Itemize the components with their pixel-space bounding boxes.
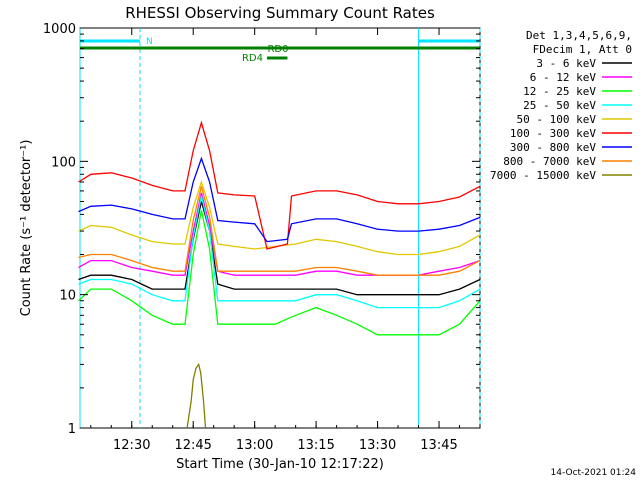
x-tick-label: 13:45 (420, 438, 457, 453)
legend-label: 12 - 25 keV (523, 85, 596, 98)
series-line-100-300-kev (78, 120, 481, 250)
legend-label: 25 - 50 keV (523, 99, 596, 112)
x-tick-label: 12:45 (174, 438, 211, 453)
series-line-50-100-kev (78, 179, 481, 256)
legend-label: 6 - 12 keV (530, 71, 597, 84)
axes-layer: 12:30 12:45 13:00 13:15 13:30 13:45 1 10 100 1000 (43, 22, 481, 453)
series-line-800-7000-kev (78, 186, 481, 276)
chart-title: RHESSI Observing Summary Count Rates (125, 4, 435, 22)
series-line-7000-15000-kev (186, 362, 207, 429)
y-axis-label: Count Rate (s⁻¹ detector⁻¹) (19, 140, 34, 317)
legend-label: 300 - 800 keV (510, 141, 596, 154)
legend-header-line: Det 1,3,4,5,6,9, (526, 29, 632, 42)
y-tick-label: 1 (68, 422, 76, 437)
orbit-annotations: N RD0 RD4 (79, 28, 481, 428)
rd4-label: RD4 (242, 53, 263, 64)
series-line-12-25-kev (78, 210, 481, 336)
series-line-25-50-kev (78, 195, 481, 309)
legend-label: 50 - 100 keV (517, 113, 597, 126)
legend-label: 100 - 300 keV (510, 127, 596, 140)
rd0-label: RD0 (267, 44, 288, 55)
x-tick-label: 13:15 (297, 438, 334, 453)
legend: Det 1,3,4,5,6,9,FDecim 1, Att 03 - 6 keV… (490, 29, 632, 182)
legend-label: 800 - 7000 keV (503, 155, 596, 168)
series-line-300-800-kev (78, 156, 481, 243)
x-tick-label: 12:30 (113, 438, 150, 453)
series-layer (78, 120, 481, 429)
series-line-3-6-kev (78, 201, 481, 296)
x-tick-label: 13:00 (236, 438, 273, 453)
legend-label: 7000 - 15000 keV (490, 169, 596, 182)
legend-header-line: FDecim 1, Att 0 (533, 43, 632, 56)
x-axis-label: Start Time (30-Jan-10 12:17:22) (176, 457, 384, 472)
night-label: N (146, 37, 153, 47)
y-tick-label: 10 (59, 289, 76, 304)
x-tick-label: 13:30 (359, 438, 396, 453)
footer-date: 14-Oct-2021 01:24 (551, 468, 637, 478)
legend-label: 3 - 6 keV (536, 57, 596, 70)
y-tick-label: 1000 (43, 22, 76, 37)
y-tick-label: 100 (51, 155, 76, 170)
